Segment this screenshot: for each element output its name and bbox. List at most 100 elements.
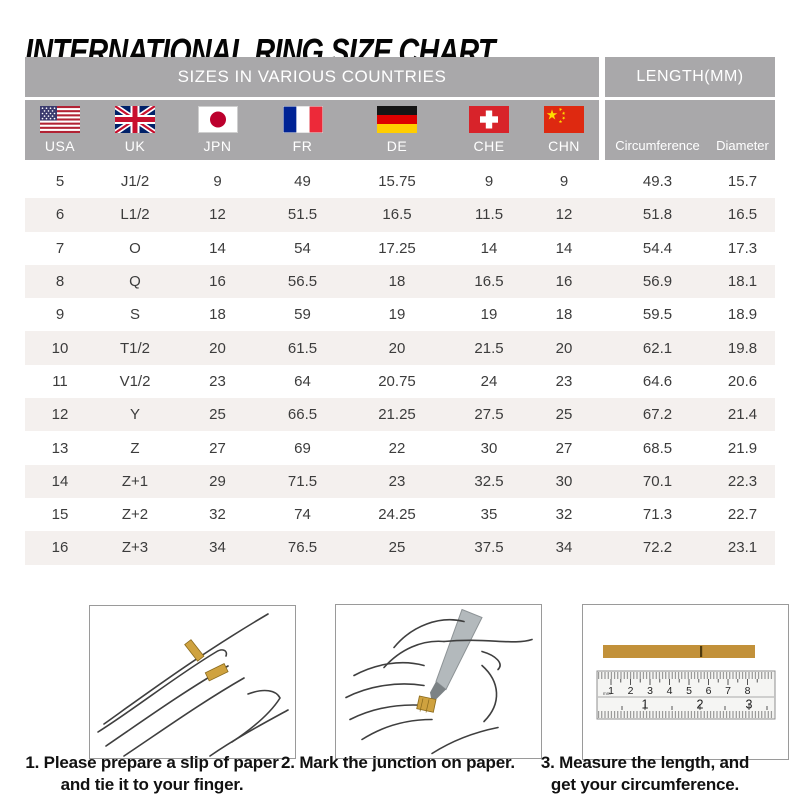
- svg-text:5: 5: [686, 685, 692, 697]
- table-row: 13 Z 27 69 22 30 27 68.5 21.9: [25, 431, 775, 464]
- cell-chn: 9: [559, 173, 569, 191]
- group-header-row: SIZES IN VARIOUS COUNTRIES LENGTH(MM): [25, 57, 775, 97]
- cell-circumference: 49.3: [642, 173, 673, 191]
- instruction-caption-2: 2. Mark the junction on paper.: [270, 752, 526, 774]
- cell-jpn: 20: [209, 339, 226, 357]
- cell-usa: 8: [55, 273, 65, 291]
- uk-flag-icon: [115, 106, 155, 133]
- cell-uk: Z+1: [121, 472, 149, 490]
- cell-che: 14: [480, 239, 498, 257]
- ruler-cm-numbers: 1 2 3 4 5 6 7 8: [608, 685, 751, 697]
- cell-diameter: 20.6: [727, 372, 758, 390]
- cell-de: 25: [388, 539, 406, 557]
- cell-de: 18: [388, 273, 406, 291]
- cell-fr: 59: [294, 306, 311, 324]
- cell-chn: 23: [555, 372, 573, 390]
- cell-diameter: 18.9: [727, 306, 758, 324]
- cell-circumference: 71.3: [642, 506, 673, 524]
- cell-che: 9: [484, 173, 494, 191]
- cell-che: 30: [480, 439, 498, 457]
- table-row: 16 Z+3 34 76.5 25 37.5 34 72.2 23.1: [25, 531, 775, 565]
- caption-line: get your circumference.: [550, 775, 740, 794]
- cell-jpn: 18: [209, 306, 226, 324]
- cell-circumference: 51.8: [642, 206, 673, 224]
- cell-jpn: 27: [209, 439, 226, 457]
- cell-che: 32.5: [474, 472, 504, 490]
- cell-circumference: 56.9: [642, 273, 673, 291]
- paper-strip-mark: [700, 646, 703, 657]
- cell-jpn: 29: [209, 472, 226, 490]
- cell-uk: L1/2: [120, 206, 150, 224]
- instruction-caption-1: 1. Please prepare a slip of paper and ti…: [22, 752, 282, 796]
- cell-che: 11.5: [474, 206, 504, 224]
- country-label: DE: [386, 138, 408, 154]
- cell-diameter: 15.7: [727, 173, 758, 191]
- svg-text:4: 4: [667, 685, 673, 697]
- size-table-header: SIZES IN VARIOUS COUNTRIES LENGTH(MM) US…: [25, 57, 775, 160]
- cell-de: 24.25: [378, 506, 416, 524]
- cell-circumference: 62.1: [642, 339, 673, 357]
- caption-line: 1. Please prepare a slip of paper: [25, 753, 279, 772]
- table-row: 6 L1/2 12 51.5 16.5 11.5 12 51.8 16.5: [25, 198, 775, 232]
- cell-de: 23: [388, 472, 406, 490]
- svg-text:6: 6: [706, 685, 712, 697]
- country-label: CHE: [473, 138, 505, 154]
- paper-strip: [603, 645, 755, 658]
- table-row: 10 T1/2 20 61.5 20 21.5 20 62.1 19.8: [25, 331, 775, 365]
- cell-che: 21.5: [474, 339, 504, 357]
- country-column-header-che: CHE: [449, 100, 529, 160]
- instruction-panel-2: [335, 604, 542, 759]
- cell-usa: 5: [55, 173, 65, 191]
- cell-de: 17.25: [378, 239, 416, 257]
- svg-text:3: 3: [647, 685, 653, 697]
- column-header-diameter: Diameter: [716, 138, 769, 153]
- cell-uk: Q: [129, 273, 141, 291]
- svg-text:1: 1: [608, 685, 614, 697]
- cell-fr: 66.5: [287, 406, 318, 424]
- cell-jpn: 9: [213, 173, 222, 191]
- svg-text:2: 2: [697, 698, 704, 712]
- cell-che: 27.5: [474, 406, 504, 424]
- cell-uk: Y: [129, 406, 140, 424]
- cell-de: 19: [388, 306, 406, 324]
- cell-diameter: 17.3: [727, 239, 758, 257]
- countries-header-row: USA UK JPN FR DE CHE CHN Circumference Di…: [25, 100, 775, 160]
- ruler-inch-numbers: 1 2 3: [642, 698, 753, 712]
- svg-text:1: 1: [642, 698, 649, 712]
- cell-che: 16.5: [474, 273, 504, 291]
- cell-usa: 10: [51, 339, 69, 357]
- table-row: 8 Q 16 56.5 18 16.5 16 56.9 18.1: [25, 264, 775, 299]
- group-header-length: LENGTH(MM): [605, 57, 775, 97]
- ruler-unit-label: mm: [603, 691, 611, 696]
- column-header-circumference: Circumference: [615, 138, 700, 153]
- pen-marking-illustration: [345, 608, 533, 755]
- cell-fr: 64: [294, 372, 311, 390]
- cell-che: 19: [480, 306, 498, 324]
- cell-usa: 15: [51, 506, 69, 524]
- cell-jpn: 12: [209, 206, 226, 224]
- japan-flag-icon: [197, 106, 238, 133]
- table-row: 11 V1/2 23 64 20.75 24 23 64.6 20.6: [25, 365, 775, 398]
- cell-diameter: 18.1: [727, 273, 758, 291]
- cell-fr: 54: [294, 239, 311, 257]
- cell-circumference: 68.5: [642, 439, 673, 457]
- cell-diameter: 23.1: [727, 539, 758, 557]
- cell-usa: 11: [52, 372, 68, 390]
- table-row: 14 Z+1 29 71.5 23 32.5 30 70.1 22.3: [25, 464, 775, 498]
- cell-chn: 25: [555, 406, 573, 424]
- svg-text:2: 2: [628, 685, 634, 697]
- cell-usa: 13: [51, 439, 69, 457]
- cell-uk: T1/2: [119, 339, 150, 357]
- usa-flag-icon: [40, 106, 80, 133]
- country-label: JPN: [203, 138, 232, 154]
- table-row: 9 S 18 59 19 19 18 59.5 18.9: [25, 298, 775, 331]
- cell-usa: 12: [51, 406, 69, 424]
- table-row: 7 O 14 54 17.25 14 14 54.4 17.3: [25, 232, 775, 265]
- country-label: FR: [292, 138, 313, 154]
- cell-fr: 76.5: [287, 539, 318, 557]
- cell-circumference: 70.1: [642, 472, 673, 490]
- caption-line: 2. Mark the junction on paper.: [281, 753, 515, 772]
- cell-chn: 12: [555, 206, 573, 224]
- svg-text:3: 3: [746, 698, 753, 712]
